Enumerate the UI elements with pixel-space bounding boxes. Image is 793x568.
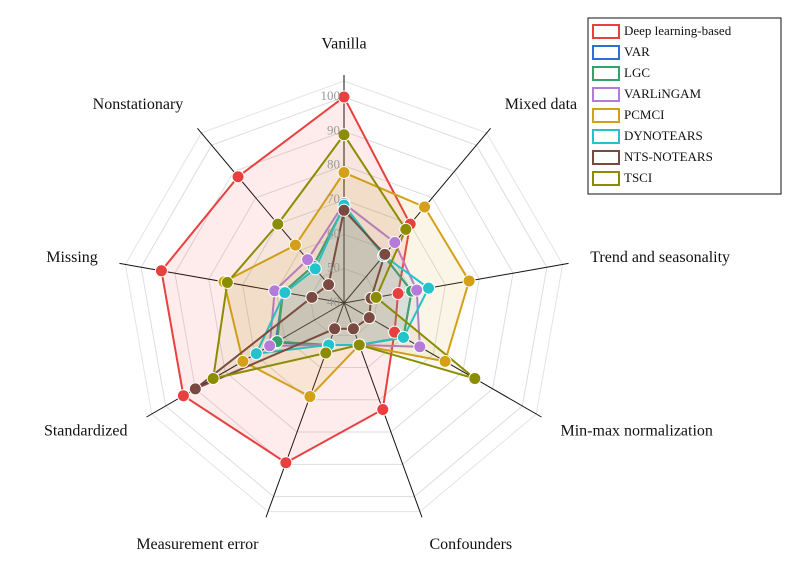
series-area <box>211 133 476 380</box>
data-point <box>288 238 302 252</box>
data-point <box>263 339 277 353</box>
data-point <box>278 286 292 300</box>
legend-swatch <box>592 108 620 123</box>
axis-label: Missing <box>46 249 98 266</box>
data-point <box>308 262 322 276</box>
legend-swatch <box>592 129 620 144</box>
data-point <box>410 283 424 297</box>
data-point <box>301 253 315 267</box>
data-point <box>418 200 432 214</box>
axis-label: Confounders <box>430 536 513 553</box>
data-point <box>305 290 319 304</box>
outer-ring <box>124 80 564 513</box>
data-point <box>319 346 333 360</box>
data-point <box>236 354 250 368</box>
axis-label: Vanilla <box>321 36 366 53</box>
axis-label: Trend and seasonality <box>590 249 730 266</box>
legend-label: LGC <box>624 65 650 80</box>
axis-line <box>343 128 491 304</box>
legend-label: TSCI <box>624 170 652 185</box>
axis-label: Mixed data <box>505 96 577 113</box>
grid-ring <box>140 96 548 498</box>
r-tick-label: 100 <box>321 88 341 103</box>
data-point <box>220 275 234 289</box>
data-point <box>378 247 392 261</box>
data-point <box>322 278 336 292</box>
data-point <box>337 128 351 142</box>
axis-label: Min-max normalization <box>561 423 713 440</box>
grid-ring <box>208 165 480 433</box>
axis-label: Measurement error <box>136 536 259 553</box>
series-area <box>194 208 386 390</box>
legend-label: VARLiNGAM <box>624 86 701 101</box>
legend-label: Deep learning-based <box>624 23 732 38</box>
legend-swatch <box>592 45 620 60</box>
data-point <box>206 372 220 386</box>
data-point <box>279 456 293 470</box>
r-tick-label: 60 <box>327 225 340 240</box>
legend-swatch <box>592 150 620 165</box>
data-point <box>399 222 413 236</box>
data-point <box>422 281 436 295</box>
data-point <box>369 290 383 304</box>
data-point <box>249 347 263 361</box>
data-point <box>462 274 476 288</box>
legend-swatch <box>592 66 620 81</box>
grid-ring <box>275 233 413 369</box>
r-tick-label: 80 <box>327 157 340 172</box>
data-point <box>303 390 317 404</box>
data-point <box>438 354 452 368</box>
legend-label: VAR <box>624 44 650 59</box>
data-point <box>154 264 168 278</box>
data-point <box>337 166 351 180</box>
data-point <box>176 389 190 403</box>
legend-label: NTS-NOTEARS <box>624 149 713 164</box>
data-point <box>388 236 402 250</box>
grid-ring <box>242 199 446 401</box>
grid-ring <box>309 268 379 336</box>
axis-line <box>197 128 345 304</box>
data-point <box>346 322 360 336</box>
r-tick-label: 70 <box>327 191 340 206</box>
data-point <box>413 340 427 354</box>
r-tick-label: 50 <box>327 260 340 275</box>
data-point <box>362 311 376 325</box>
data-point <box>188 382 202 396</box>
data-point <box>468 372 482 386</box>
data-point <box>337 203 351 217</box>
data-point <box>391 286 405 300</box>
r-tick-label: 40 <box>327 294 340 309</box>
legend-swatch <box>592 87 620 102</box>
legend-box <box>587 17 782 195</box>
data-point <box>231 170 245 184</box>
data-point <box>271 217 285 231</box>
data-point <box>328 322 342 336</box>
legend-label: DYNOTEARS <box>624 128 703 143</box>
series-area <box>254 203 430 355</box>
axis-label: Standardized <box>44 423 128 440</box>
data-point <box>352 338 366 352</box>
axis-label: Nonstationary <box>93 96 184 113</box>
data-point <box>376 402 390 416</box>
grid-ring <box>174 130 514 465</box>
legend-label: PCMCI <box>624 107 664 122</box>
data-point <box>396 330 410 344</box>
legend-swatch <box>592 171 620 186</box>
r-tick-label: 90 <box>327 122 340 137</box>
axis-line <box>265 302 345 518</box>
data-point <box>337 90 351 104</box>
legend-swatch <box>592 24 620 39</box>
